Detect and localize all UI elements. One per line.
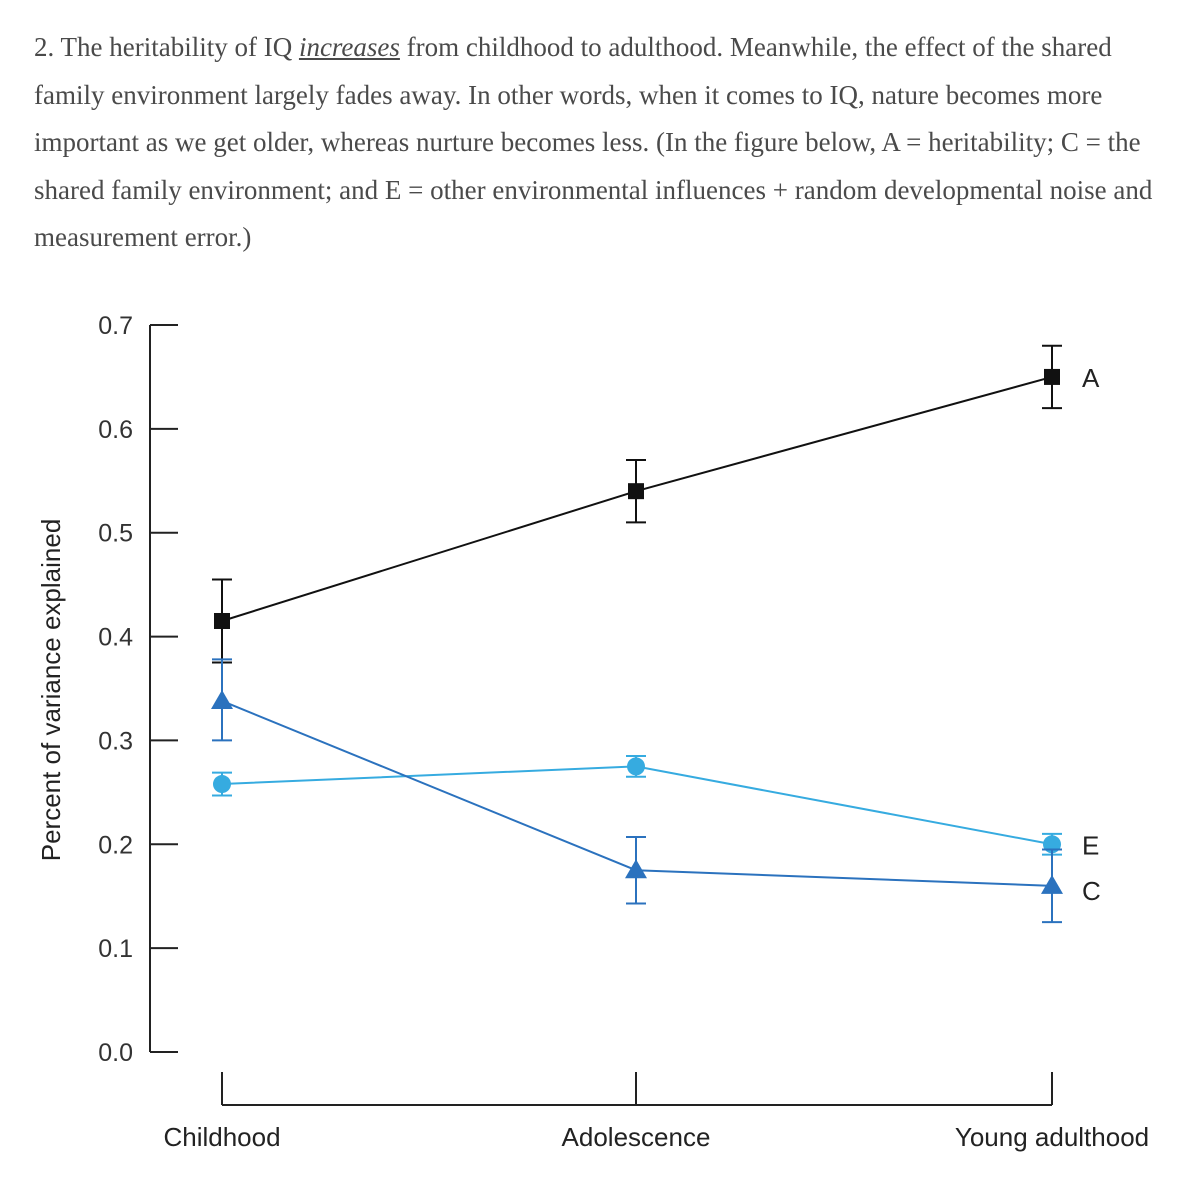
y-tick-label: 0.6 bbox=[98, 416, 133, 444]
y-tick-label: 0.1 bbox=[98, 935, 133, 963]
intro-paragraph: 2. The heritability of IQ increases from… bbox=[34, 24, 1174, 262]
y-tick-label: 0.3 bbox=[98, 727, 133, 755]
y-tick-label: 0.2 bbox=[98, 831, 133, 859]
y-tick-label: 0.4 bbox=[98, 624, 133, 652]
data-point-circle bbox=[213, 775, 231, 794]
data-point-triangle bbox=[625, 859, 647, 879]
x-category-label: Young adulthood bbox=[955, 1122, 1149, 1152]
data-point-triangle bbox=[1041, 874, 1063, 894]
series-line-E bbox=[221, 765, 1053, 846]
y-tick-label: 0.7 bbox=[98, 312, 133, 340]
series-label-E: E bbox=[1082, 830, 1099, 860]
series-E: E bbox=[212, 755, 1099, 860]
series-layer: A EC bbox=[211, 344, 1101, 924]
y-tick-label: 0.0 bbox=[98, 1039, 133, 1067]
intro-text-start: 2. The heritability of IQ bbox=[34, 32, 299, 62]
data-point-square bbox=[1044, 368, 1060, 385]
axes: 0.0 0.1 0.2 0.3 0.4 0.5 0.6 0.7 Childhood Adolesc… bbox=[98, 312, 1149, 1152]
y-tick-label: 0.5 bbox=[98, 520, 133, 548]
y-axis-label: Percent of variance explained bbox=[36, 519, 66, 862]
intro-emphasis: increases bbox=[298, 32, 400, 62]
series-label-A: A bbox=[1082, 363, 1100, 393]
series-A: A bbox=[212, 344, 1100, 664]
series-label-C: C bbox=[1082, 876, 1101, 906]
series-C: C bbox=[211, 658, 1101, 924]
x-category-label: Adolescence bbox=[562, 1122, 711, 1152]
data-point-circle bbox=[627, 757, 645, 776]
data-point-triangle bbox=[211, 689, 233, 709]
x-category-label: Childhood bbox=[163, 1122, 280, 1152]
data-point-square bbox=[628, 483, 644, 500]
data-point-square bbox=[214, 612, 230, 629]
intro-text-rest: from childhood to adulthood. Meanwhile, … bbox=[34, 32, 1153, 252]
